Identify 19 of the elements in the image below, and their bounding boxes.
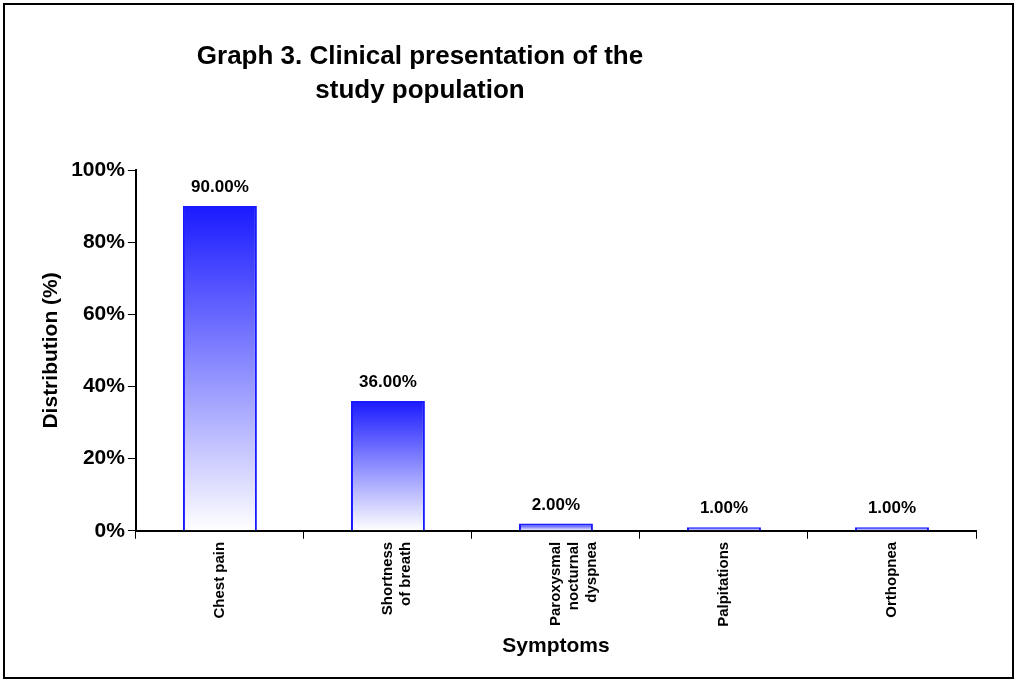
y-tick-label: 100%	[71, 156, 126, 180]
y-tick-label: 0%	[94, 517, 126, 541]
x-tick-label: Palpitations	[714, 541, 732, 627]
chart-title: Graph 3. Clinical presentation of the study population	[195, 39, 645, 106]
x-axis-title: Symptoms	[502, 633, 610, 657]
y-axis-title: Distribution (%)	[38, 272, 62, 429]
data-label: 36.00%	[359, 372, 417, 392]
y-tick-label: 80%	[82, 228, 126, 252]
y-tick-label: 20%	[82, 445, 126, 469]
x-tick-label: Chest pain	[210, 541, 228, 619]
y-tick-label: 40%	[82, 373, 126, 397]
x-tick-label: Shortness of breath	[378, 541, 414, 616]
data-label: 1.00%	[867, 498, 917, 518]
y-tick-label: 60%	[82, 301, 126, 325]
data-label: 1.00%	[699, 498, 749, 518]
x-tick-label: Orthopnea	[882, 541, 900, 618]
data-label: 2.00%	[531, 494, 581, 514]
x-tick-label: Paroxysmal nocturnal dyspnea	[546, 541, 600, 627]
data-label: 90.00%	[191, 177, 249, 197]
